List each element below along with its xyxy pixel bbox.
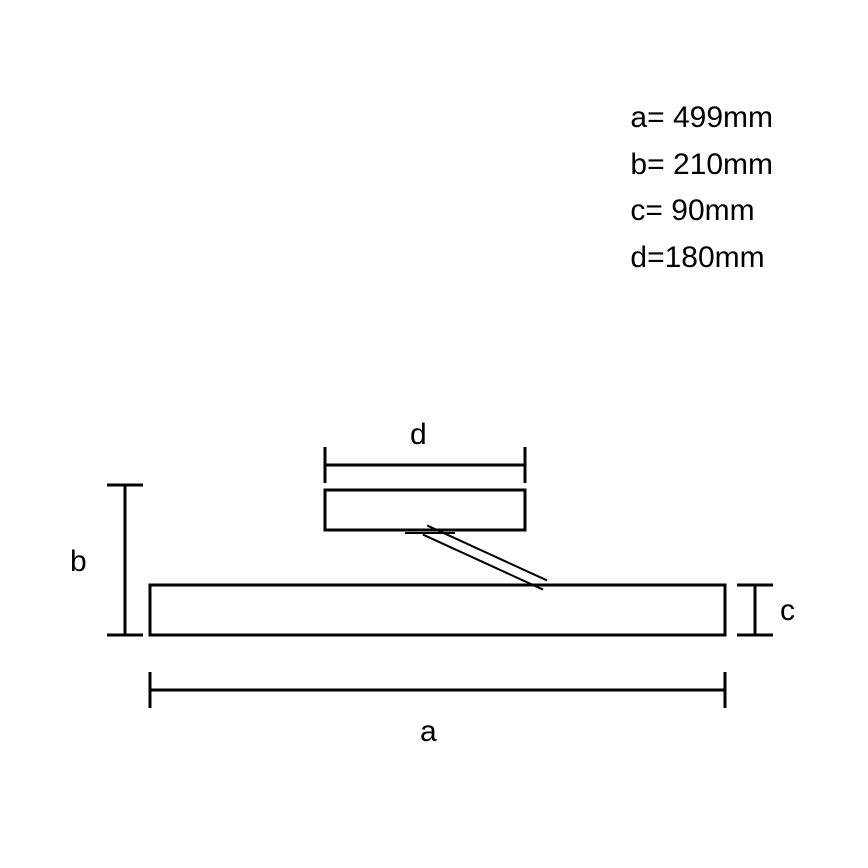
dim-label-a: a — [420, 715, 437, 749]
diagram-canvas: a= 499mm b= 210mm c= 90mm d=180mm a b c … — [0, 0, 868, 868]
dim-label-c: c — [780, 594, 795, 628]
dim-label-d: d — [410, 418, 427, 452]
dim-label-b: b — [70, 545, 87, 579]
